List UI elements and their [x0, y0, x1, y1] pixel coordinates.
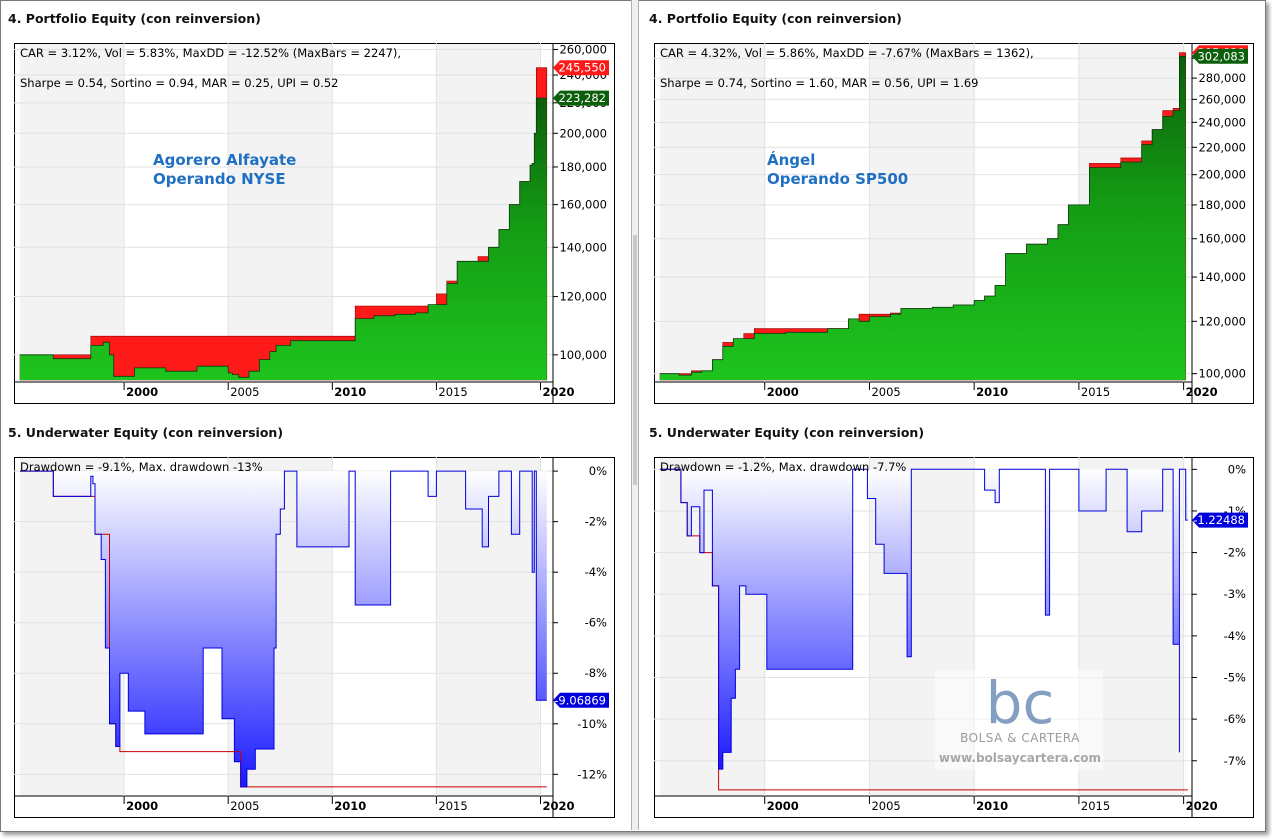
y-tick-label--4%: -4% — [1224, 629, 1246, 643]
eqR-last-value-label: 302,083 — [1197, 49, 1245, 63]
eqR-annotation-line-2: Operando SP500 — [767, 170, 908, 188]
y-tick-label-100,000: 100,000 — [559, 348, 607, 362]
watermark-brand: BOLSA & CARTERA — [960, 731, 1080, 745]
uwR-drawdown-area — [660, 469, 1188, 770]
x-tick-label-2005: 2005 — [871, 385, 900, 399]
uwL-last-value-label-box — [553, 692, 609, 708]
y-tick-label--4%: -4% — [585, 565, 607, 579]
uwL-drawdown-line — [20, 470, 547, 788]
x-tick-label-2015: 2015 — [1081, 385, 1110, 399]
eqR-stats-line-2: Sharpe = 0.74, Sortino = 1.60, MAR = 0.5… — [660, 76, 979, 90]
eqL-peak-value-label-box — [553, 60, 609, 76]
y-tick-label-200,000: 200,000 — [1198, 168, 1246, 182]
eqL-stats-line-1: CAR = 3.12%, Vol = 5.83%, MaxDD = -12.52… — [20, 46, 401, 60]
y-tick-label-0%: 0% — [589, 464, 607, 478]
y-tick-label-220,000: 220,000 — [1198, 140, 1246, 154]
eqL-last-value-label-box — [553, 90, 609, 106]
x-tick-label-2000: 2000 — [126, 385, 158, 399]
x-tick-label-2010: 2010 — [976, 385, 1008, 399]
y-tick-label-140,000: 140,000 — [559, 240, 607, 254]
y-tick-label-100,000: 100,000 — [1198, 367, 1246, 381]
underwater-chart-right: 0%-1%-2%-3%-4%-5%-6%-7%2000 2005 2010 2015 2… — [654, 457, 1254, 818]
y-tick-label-280,000: 280,000 — [1198, 71, 1246, 85]
eqR-stats-line-1: CAR = 4.32%, Vol = 5.86%, MaxDD = -7.67%… — [660, 46, 1034, 60]
x-tick-label-2015: 2015 — [438, 385, 467, 399]
x-tick-label-2020: 2020 — [1186, 799, 1218, 813]
period-band-1 — [228, 44, 333, 382]
x-tick-label-2005: 2005 — [230, 385, 259, 399]
uwR-drawdown-line — [660, 468, 1188, 770]
pane-splitter[interactable] — [631, 0, 639, 830]
y-tick-label--6%: -6% — [1224, 712, 1246, 726]
eqL-stats-line-2: Sharpe = 0.54, Sortino = 0.94, MAR = 0.2… — [20, 76, 339, 90]
underwater-right-title: 5. Underwater Equity (con reinversion) — [649, 425, 925, 440]
x-tick-label-2020: 2020 — [543, 385, 575, 399]
x-tick-label-2005: 2005 — [230, 799, 259, 813]
y-tick-label-200,000: 200,000 — [559, 126, 607, 140]
y-tick-label-260,000: 260,000 — [559, 43, 607, 56]
y-tick-label--10%: -10% — [577, 717, 607, 731]
y-tick-label-160,000: 160,000 — [559, 198, 607, 212]
eqL-annotation-line-2: Operando NYSE — [153, 170, 286, 188]
eqR-last-value-label-box — [1192, 48, 1248, 64]
y-tick-label-180,000: 180,000 — [559, 160, 607, 174]
y-tick-label-160,000: 160,000 — [1198, 232, 1246, 246]
splitter-handle[interactable] — [633, 235, 637, 485]
y-tick-label--8%: -8% — [585, 666, 607, 680]
y-tick-label--7%: -7% — [1224, 754, 1246, 768]
period-band-0 — [660, 44, 765, 382]
eqR-equity-line — [660, 55, 1186, 376]
x-tick-label-2010: 2010 — [334, 385, 366, 399]
y-tick-label--5%: -5% — [1224, 671, 1246, 685]
period-band-0 — [20, 44, 125, 382]
eqL-equity-line — [20, 97, 547, 378]
x-tick-label-2010: 2010 — [976, 799, 1008, 813]
equity-chart-left: 260,000240,000220,000200,000180,000160,0… — [14, 43, 615, 404]
y-tick-label--12%: -12% — [577, 767, 607, 781]
eqL-annotation-line-1: Agorero Alfayate — [153, 151, 296, 169]
equity-left-title: 4. Portfolio Equity (con reinversion) — [8, 11, 261, 26]
uwR-last-value-label-box — [1192, 512, 1248, 528]
x-tick-label-2015: 2015 — [438, 799, 467, 813]
x-tick-label-2000: 2000 — [767, 385, 799, 399]
watermark-url: www.bolsaycartera.com — [939, 751, 1101, 765]
x-tick-label-2020: 2020 — [543, 799, 575, 813]
uwR-last-value-label: -1.22488 — [1193, 513, 1245, 527]
x-tick-label-2010: 2010 — [334, 799, 366, 813]
y-tick-label--6%: -6% — [585, 616, 607, 630]
eqR-annotation-line-1: Ángel — [767, 150, 815, 169]
uwL-drawdown-area — [20, 471, 547, 787]
underwater-chart-left: 0% -2% -4% -6% -8% -10% -12% 2000 2005 2010 2015 20… — [14, 457, 615, 818]
x-tick-label-2000: 2000 — [126, 799, 158, 813]
watermark-backdrop — [935, 670, 1103, 770]
x-tick-label-2000: 2000 — [767, 799, 799, 813]
y-tick-label-180,000: 180,000 — [1198, 198, 1246, 212]
x-tick-label-2015: 2015 — [1081, 799, 1110, 813]
eqL-peak-value-label: 245,550 — [558, 61, 606, 75]
y-tick-label-120,000: 120,000 — [1198, 314, 1246, 328]
eqL-equity-area — [20, 98, 547, 380]
y-tick-label--2%: -2% — [1224, 546, 1246, 560]
equity-chart-right: 300,000280,000260,000240,000220,000200,0… — [654, 43, 1254, 404]
y-tick-label-240,000: 240,000 — [1198, 115, 1246, 129]
uwL-last-value-label: -9.06869 — [554, 693, 606, 707]
eqL-last-value-label: 223,282 — [558, 91, 606, 105]
x-tick-label-2020: 2020 — [1186, 385, 1218, 399]
y-tick-label-0%: 0% — [1228, 462, 1246, 476]
watermark-logo: bc — [986, 669, 1055, 737]
y-tick-label--2%: -2% — [585, 515, 607, 529]
y-tick-label-120,000: 120,000 — [559, 290, 607, 304]
y-tick-label-140,000: 140,000 — [1198, 270, 1246, 284]
y-tick-label--3%: -3% — [1224, 587, 1246, 601]
eqR-equity-area — [660, 56, 1186, 381]
uwR-stats-line-1: Drawdown = -1.2%, Max. drawdown -7.7% — [660, 460, 906, 474]
uwL-stats-line-1: Drawdown = -9.1%, Max. drawdown -13% — [20, 460, 263, 474]
y-tick-label-260,000: 260,000 — [1198, 92, 1246, 106]
x-tick-label-2005: 2005 — [871, 799, 900, 813]
underwater-left-title: 5. Underwater Equity (con reinversion) — [8, 425, 284, 440]
equity-right-title: 4. Portfolio Equity (con reinversion) — [649, 11, 902, 26]
